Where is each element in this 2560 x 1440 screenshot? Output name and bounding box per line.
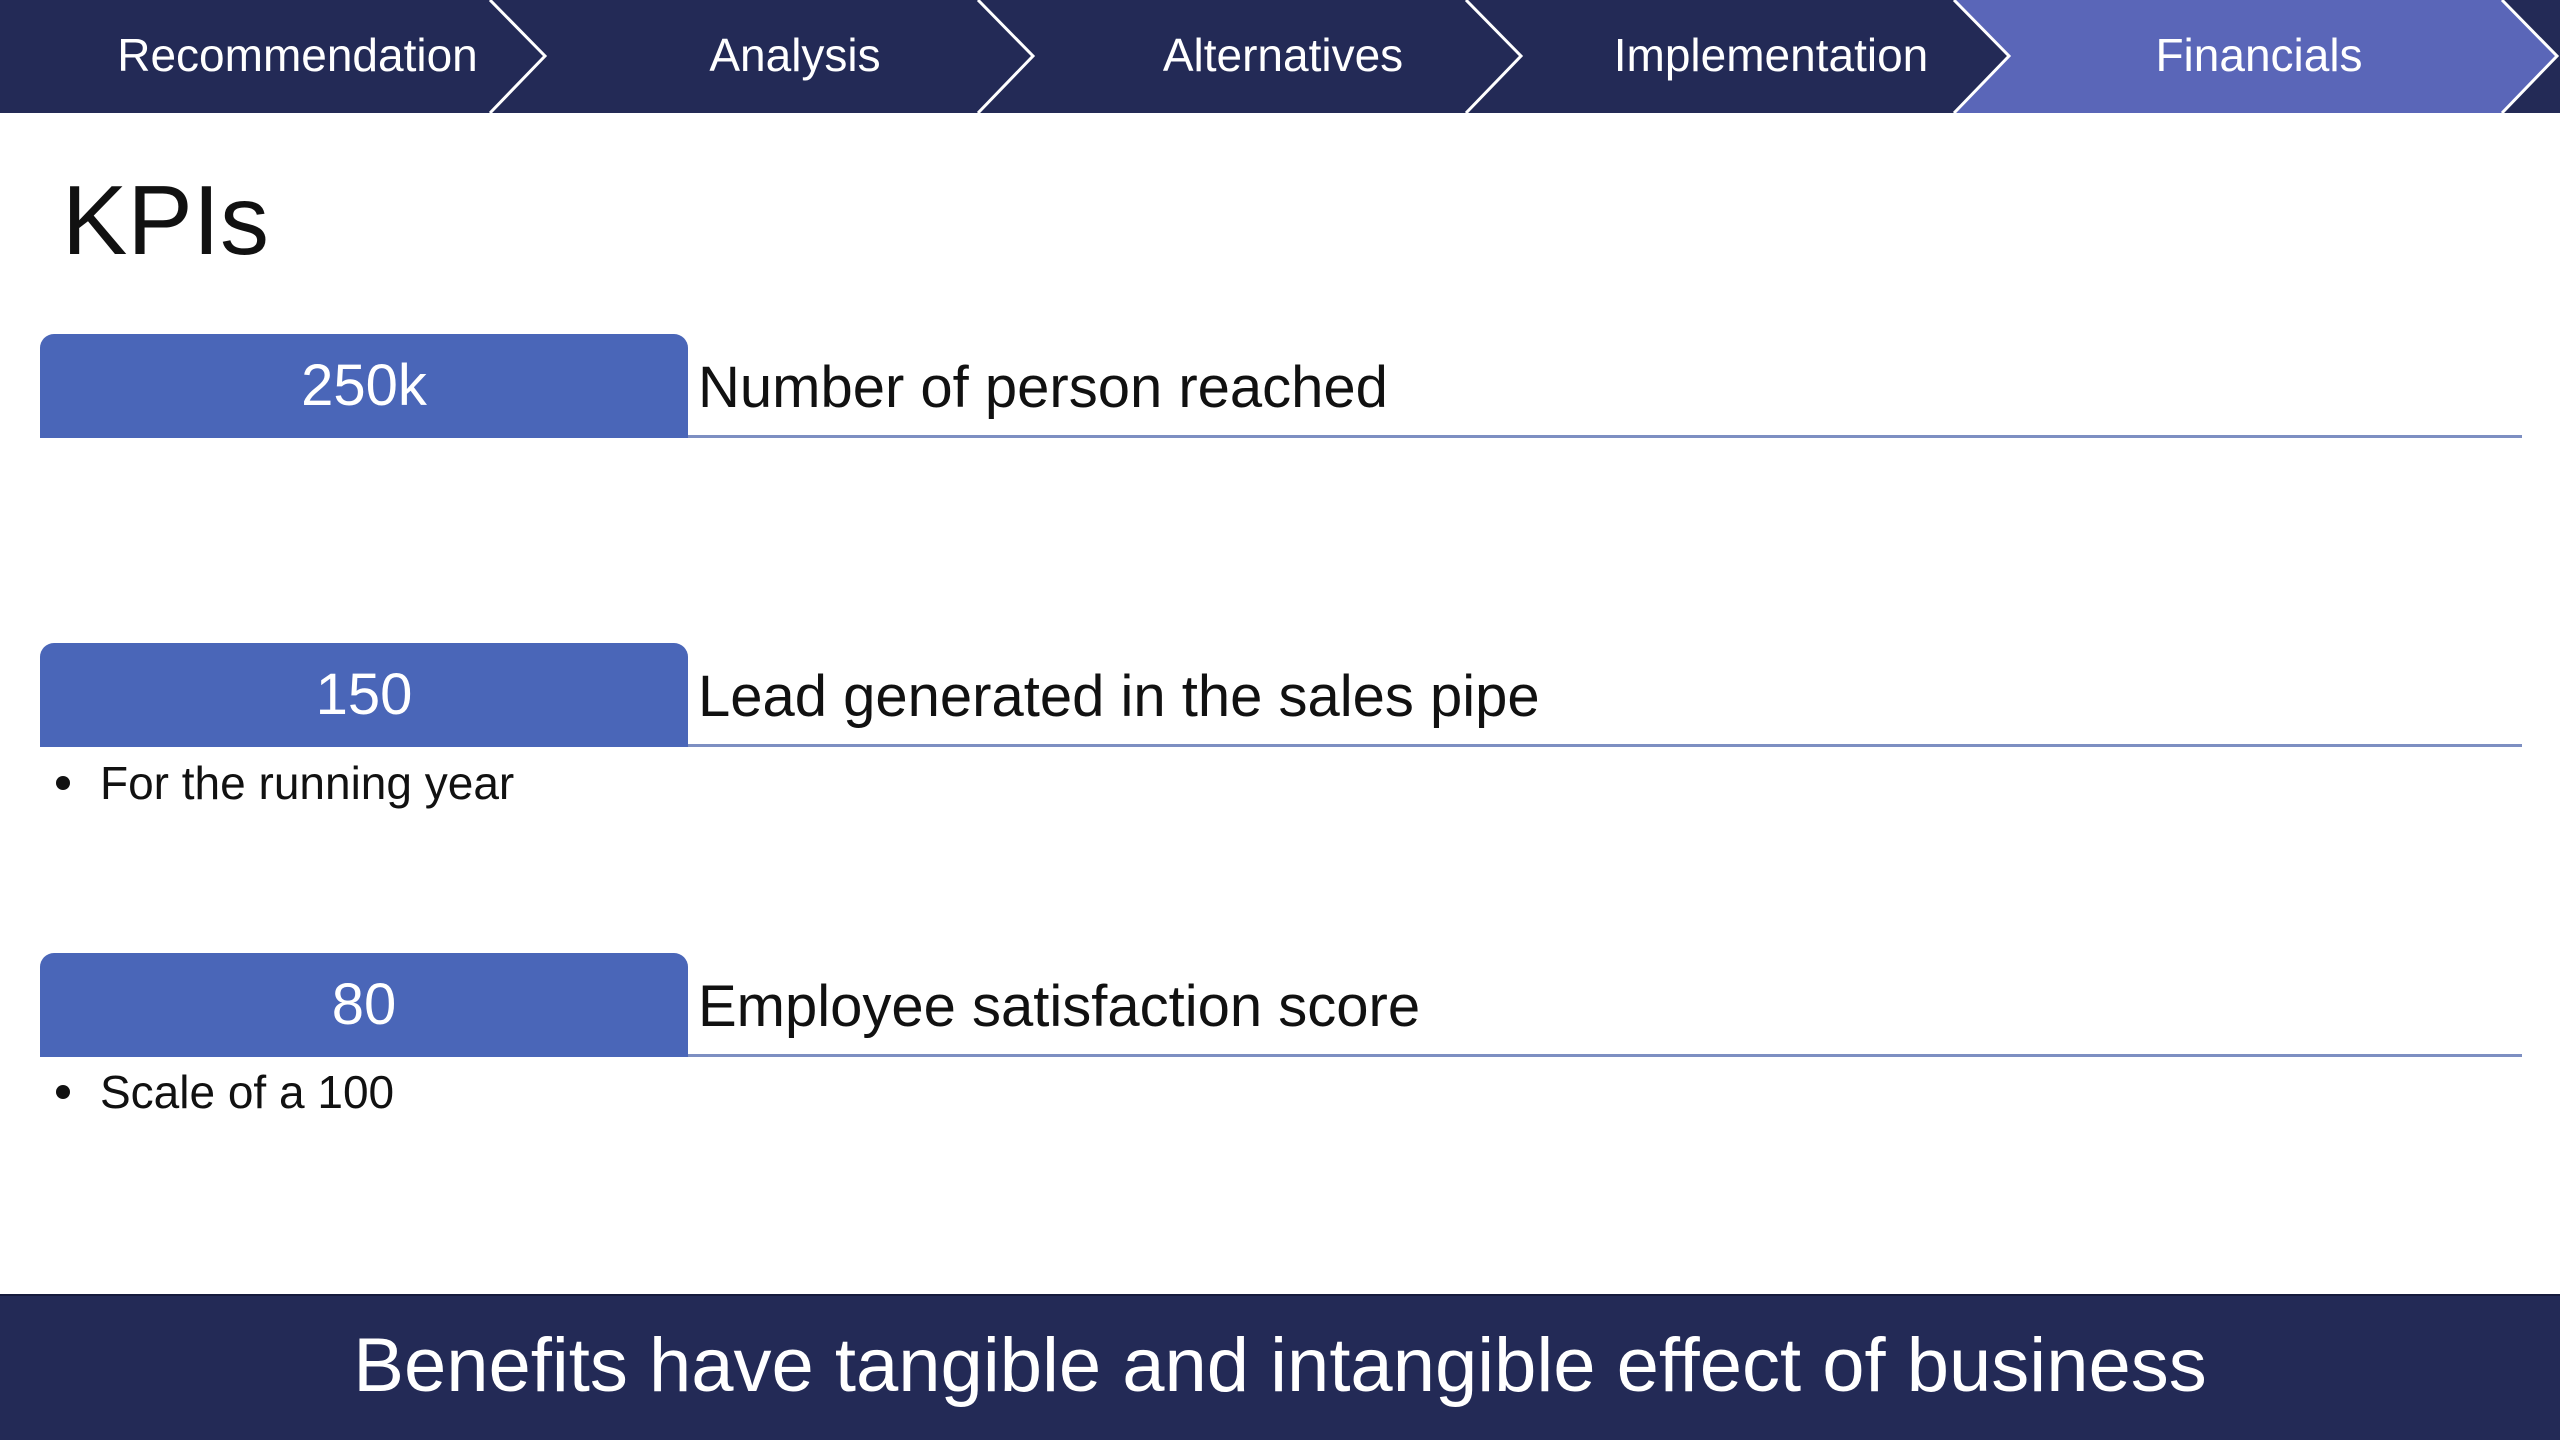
kpi-value-badge: 80 [40,953,688,1057]
tab-chevron-recommendation[interactable] [0,0,545,113]
kpi-note-text: Scale of a 100 [100,1066,395,1118]
chevron-separator [1464,0,1524,113]
tab-alternatives[interactable]: Alternatives [1162,29,1404,81]
tab-chevron-financials[interactable] [1954,0,2557,113]
tab-financials[interactable]: Financials [2155,29,2363,81]
tab-chevron-analysis[interactable] [490,0,1033,113]
chevron-separator [976,0,1036,113]
tab-chevron-implementation[interactable] [1466,0,2009,113]
chevron-separator [2500,0,2560,113]
section-navigation: Recommendation Analysis Alternatives Imp… [0,0,2560,113]
kpi-row: 150 Lead generated in the sales pipe [40,643,2522,747]
kpi-underline [688,1054,2522,1057]
kpi-description: Lead generated in the sales pipe [698,664,1540,729]
chevron-separator [1952,0,2012,113]
nav-edge-fill [2502,0,2560,113]
bullet-icon [56,1084,70,1099]
chevron-bar [0,0,2560,113]
kpi-underline [688,435,2522,438]
kpi-description: Employee satisfaction score [698,974,1421,1039]
footer-banner: Benefits have tangible and intangible ef… [0,1294,2560,1440]
kpi-value-badge: 150 [40,643,688,747]
tab-recommendation[interactable]: Recommendation [117,29,478,81]
kpi-underline [688,744,2522,747]
tab-analysis[interactable]: Analysis [709,29,881,81]
tab-chevron-alternatives[interactable] [978,0,1521,113]
kpi-row: 80 Employee satisfaction score [40,953,2522,1057]
kpi-value-badge: 250k [40,334,688,438]
page-title: KPIs [62,165,269,275]
kpi-row: 250k Number of person reached [40,334,2522,438]
kpi-note: For the running year [56,753,514,813]
kpi-note: Scale of a 100 [56,1062,394,1122]
kpi-description: Number of person reached [698,355,1388,420]
kpi-note-text: For the running year [100,757,515,809]
tab-implementation[interactable]: Implementation [1613,29,1929,81]
chevron-separator [488,0,548,113]
bullet-icon [56,775,70,790]
